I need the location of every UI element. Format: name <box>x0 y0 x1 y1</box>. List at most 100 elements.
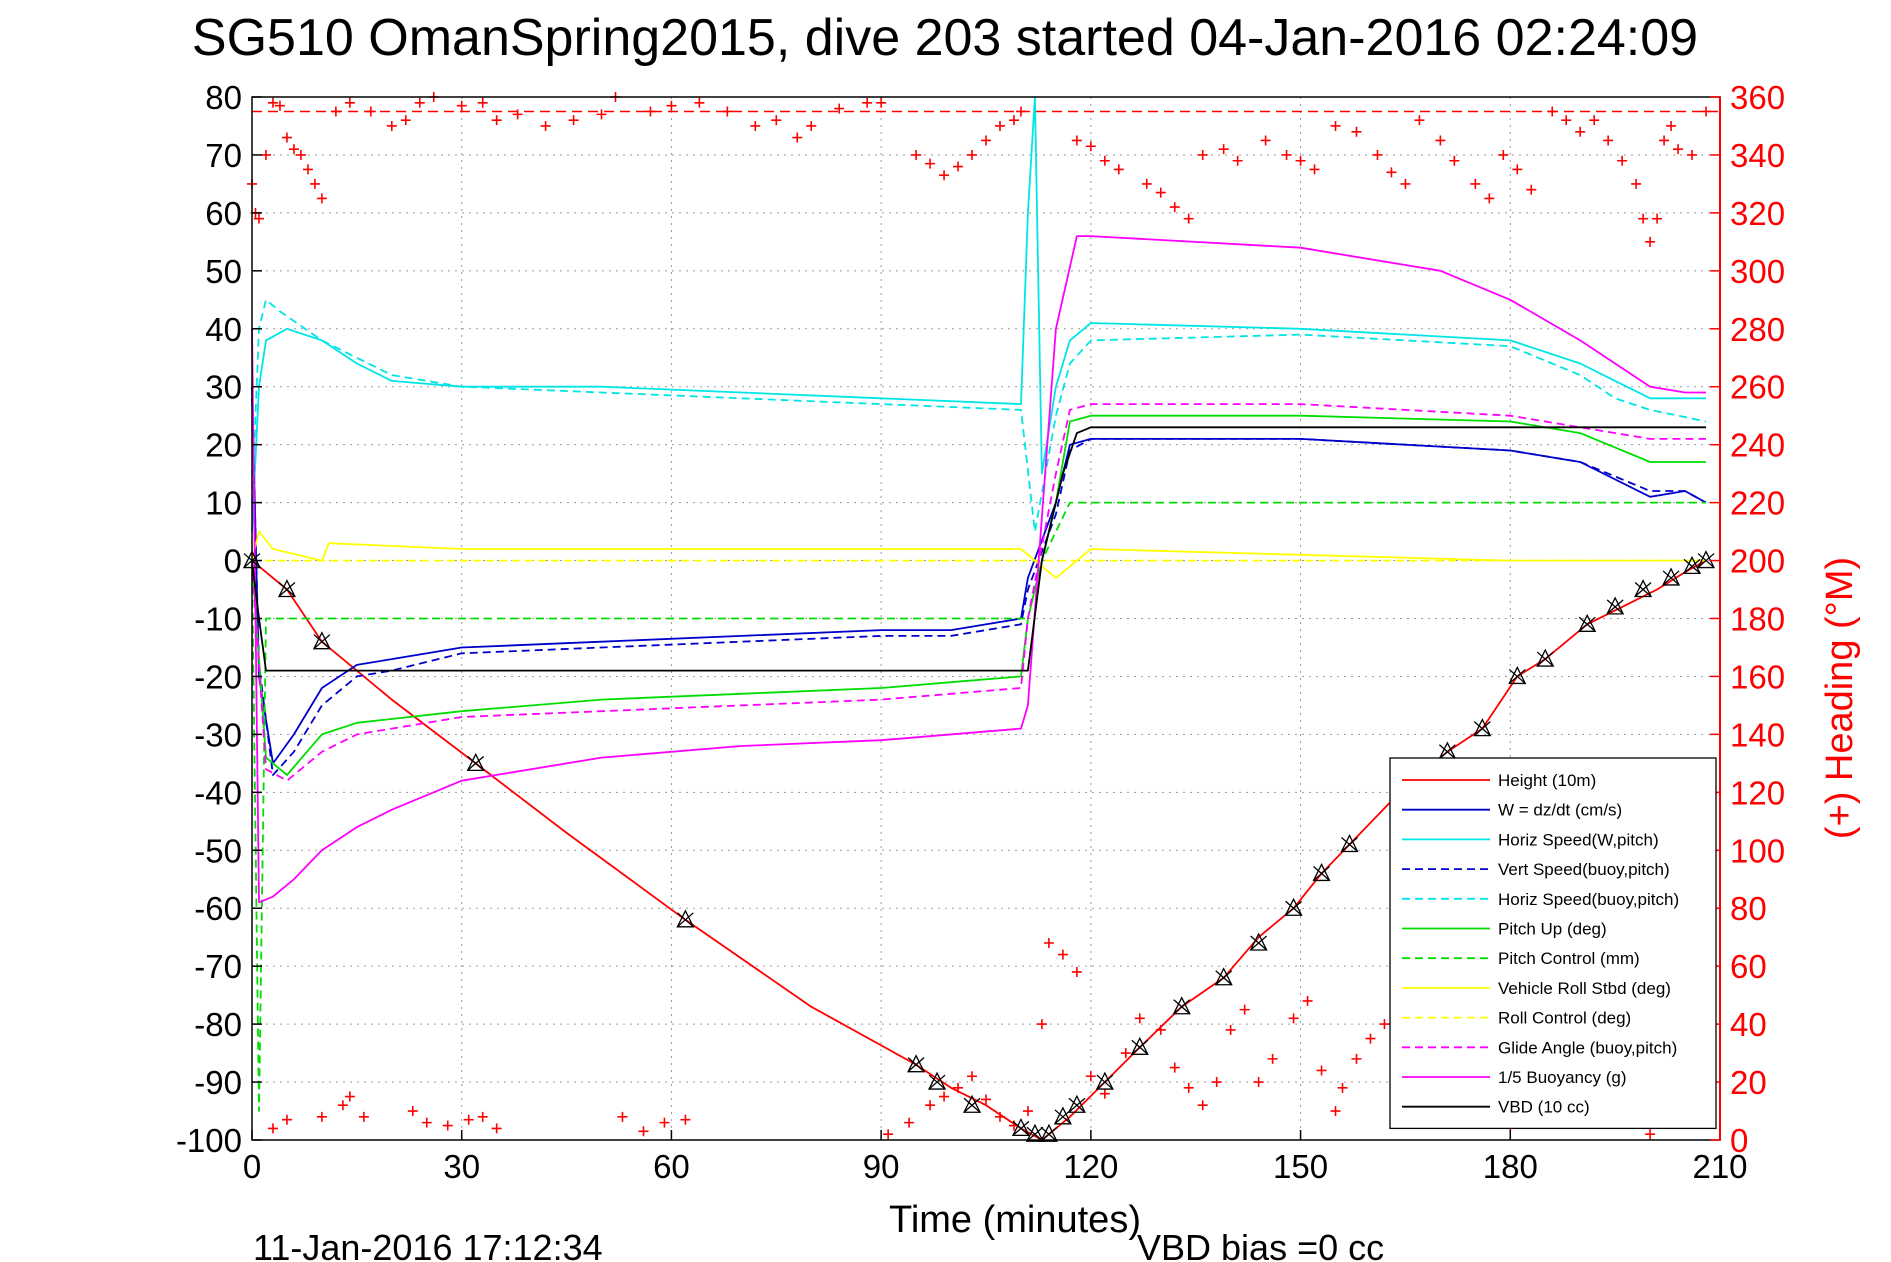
heading-point <box>1008 115 1019 126</box>
turn-marker <box>1696 550 1716 569</box>
right-axis-ticks: 3603403203002802602402202001801601401201… <box>1710 79 1785 1159</box>
heading-point <box>1316 1065 1327 1076</box>
heading-point <box>876 97 887 108</box>
heading-point <box>1197 1100 1208 1111</box>
x-tick-label: 90 <box>863 1148 900 1185</box>
series-vert-speed-buoy-pitch <box>251 398 1707 776</box>
turn-marker <box>277 579 297 598</box>
heading-point <box>1134 1013 1145 1024</box>
turn-marker <box>1067 1094 1086 1113</box>
heading-point <box>1295 155 1306 166</box>
heading-point <box>316 1111 327 1122</box>
heading-point <box>1071 135 1082 146</box>
y-tick-label: -60 <box>194 890 242 927</box>
legend-label: Horiz Speed(W,pitch) <box>1498 830 1659 849</box>
heading-point <box>491 1123 502 1134</box>
series-pitch-control-mm <box>251 501 1706 1112</box>
heading-point <box>1071 966 1082 977</box>
heading-point <box>1645 236 1656 247</box>
right-tick-label: 0 <box>1730 1122 1748 1159</box>
turn-marker <box>466 752 485 772</box>
heading-point <box>666 100 677 111</box>
heading-point <box>1561 115 1572 126</box>
heading-point <box>981 135 991 146</box>
heading-point <box>981 1094 991 1105</box>
right-tick-label: 340 <box>1730 137 1785 174</box>
heading-point <box>771 115 782 126</box>
heading-point <box>1547 106 1558 117</box>
heading-point <box>442 1120 453 1131</box>
heading-point <box>1617 155 1628 166</box>
heading-point <box>994 1111 1005 1122</box>
heading-point <box>281 1114 292 1125</box>
turn-marker <box>1536 648 1555 667</box>
heading-point <box>925 158 936 169</box>
right-tick-label: 180 <box>1730 601 1785 638</box>
heading-point <box>414 97 425 108</box>
heading-point <box>967 149 978 160</box>
heading-point <box>1197 149 1208 160</box>
right-tick-label: 60 <box>1730 948 1767 985</box>
y-tick-label: -50 <box>194 832 242 869</box>
turn-marker <box>1634 579 1653 598</box>
heading-point <box>939 1091 950 1102</box>
heading-point <box>994 120 1005 131</box>
x-tick-label: 210 <box>1692 1148 1747 1185</box>
legend-label: Roll Control (deg) <box>1498 1009 1631 1028</box>
heading-point <box>925 1100 936 1111</box>
heading-point <box>1281 149 1292 160</box>
heading-point <box>1169 202 1180 213</box>
heading-point <box>1211 1077 1222 1088</box>
y-tick-label: 60 <box>205 195 242 232</box>
heading-point <box>1267 1053 1278 1064</box>
right-tick-label: 280 <box>1730 311 1785 348</box>
heading-point <box>253 213 264 224</box>
chart-title: SG510 OmanSpring2015, dive 203 started 0… <box>192 9 1698 67</box>
heading-point <box>1043 937 1054 948</box>
y-tick-label: -90 <box>194 1064 242 1101</box>
heading-point <box>1099 1088 1110 1099</box>
heading-point <box>1631 178 1642 189</box>
heading-point <box>491 115 502 126</box>
turn-marker <box>1284 897 1303 916</box>
heading-point <box>596 109 607 120</box>
legend-label: Vehicle Roll Stbd (deg) <box>1498 979 1671 998</box>
heading-point <box>1379 1019 1390 1030</box>
heading-point <box>302 164 313 175</box>
right-tick-label: 360 <box>1730 79 1785 116</box>
heading-point <box>1484 193 1495 204</box>
turn-marker <box>1011 1117 1031 1137</box>
heading-point <box>337 1100 348 1111</box>
turn-marker <box>1662 567 1681 586</box>
y-tick-label: -100 <box>176 1122 242 1159</box>
turn-marker <box>962 1094 982 1113</box>
x-axis-ticks: 0 30 60 90 120 150 180 210 <box>243 1130 1748 1185</box>
series-1-5-buoyancy-g <box>251 235 1706 904</box>
heading-point <box>953 161 964 172</box>
heading-point <box>904 1117 915 1128</box>
heading-point <box>1575 126 1586 137</box>
heading-point <box>1232 155 1243 166</box>
heading-point <box>1498 149 1509 160</box>
series-vbd-10-cc <box>251 426 1706 672</box>
legend-label: Height (10m) <box>1498 771 1596 790</box>
heading-point <box>477 97 488 108</box>
heading-point <box>792 132 803 143</box>
heading-point <box>1673 144 1684 155</box>
heading-point <box>1526 184 1537 195</box>
heading-point <box>1218 144 1229 155</box>
heading-point <box>1589 115 1600 126</box>
y-tick-label: 20 <box>205 427 242 464</box>
footer-vbd-bias: VBD bias =0 cc <box>1137 1227 1384 1262</box>
heading-point <box>1183 1082 1194 1093</box>
series-layer <box>251 96 1707 1141</box>
heading-point <box>344 1091 355 1102</box>
series-w-dz-dt-cm-s <box>251 386 1707 765</box>
heading-point <box>267 1123 278 1134</box>
right-tick-label: 140 <box>1730 716 1785 753</box>
heading-point <box>358 1111 369 1122</box>
heading-point <box>862 97 873 108</box>
turn-marker <box>1249 932 1268 951</box>
legend-label: Glide Angle (buoy,pitch) <box>1498 1038 1677 1057</box>
